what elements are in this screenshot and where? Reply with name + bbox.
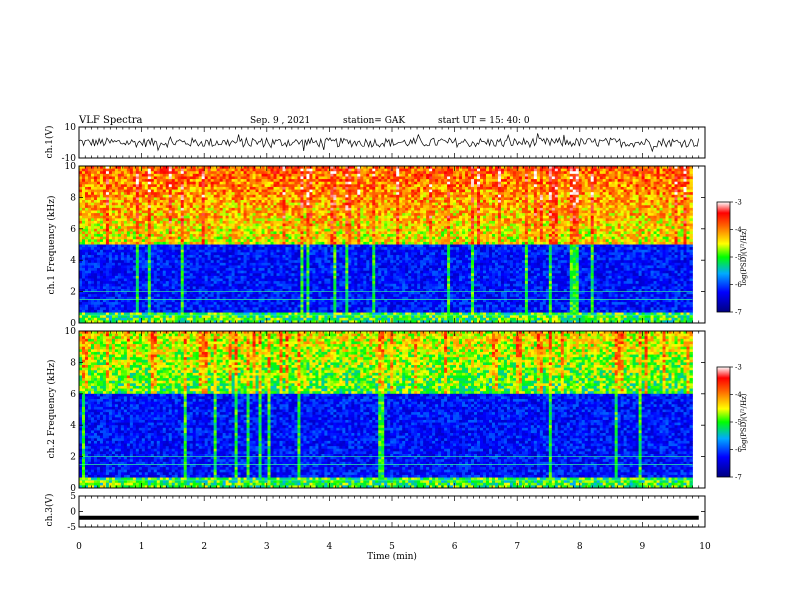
ch2-colorbar: log(PSD)(V²/Hz) -3-4-5-6-7 bbox=[717, 364, 748, 482]
date-label: Sep. 9 , 2021 bbox=[250, 116, 310, 126]
ch2-spectrogram-image bbox=[79, 331, 693, 488]
ch2-colorbar-gradient bbox=[717, 367, 730, 477]
chart-title: VLF Spectra bbox=[78, 115, 143, 126]
x-tick-label: 5 bbox=[389, 542, 395, 552]
ch2-spectrogram-ytick-label: 4 bbox=[70, 421, 76, 431]
ch2-spectrogram-ylabel: ch.2 Frequency (kHz) bbox=[46, 360, 57, 459]
ch1-spectrogram-ytick-label: 6 bbox=[70, 225, 76, 235]
colorbar-tick-label: -7 bbox=[735, 474, 742, 482]
ch2-spectrogram-ytick-label: 8 bbox=[70, 358, 76, 368]
colorbar-tick-label: -5 bbox=[735, 419, 742, 427]
ch1-spectrogram-ytick-label: 8 bbox=[70, 193, 76, 203]
ch2-spectrogram-ytick-label: 10 bbox=[65, 327, 77, 337]
colorbar-tick-label: -6 bbox=[735, 281, 742, 289]
x-tick-label: 2 bbox=[201, 542, 207, 552]
ch1-waveform-panel: 10-10 bbox=[62, 123, 706, 164]
colorbar-tick-label: -5 bbox=[735, 254, 742, 262]
ch1-trace bbox=[79, 133, 699, 151]
ch1-colorbar-gradient bbox=[717, 202, 730, 312]
ch3-ylabel: ch.3(V) bbox=[44, 494, 55, 527]
x-tick-label: 3 bbox=[264, 542, 270, 552]
ch1-spectrogram-ytick-label: 4 bbox=[70, 256, 76, 266]
x-tick-label: 10 bbox=[699, 542, 711, 552]
ch1-ylabel: ch.1(V) bbox=[44, 126, 55, 159]
x-axis-label: Time (min) bbox=[367, 551, 417, 562]
colorbar-tick-label: -3 bbox=[735, 199, 742, 207]
colorbar-tick-label: -7 bbox=[735, 309, 742, 317]
colorbar-tick-label: -6 bbox=[735, 446, 742, 454]
start-time-label: start UT = 15: 40: 0 bbox=[438, 116, 530, 126]
ch2-spectrogram-ytick-label: 2 bbox=[70, 453, 76, 463]
ch3-waveform-ytick-label: 5 bbox=[70, 492, 76, 502]
x-tick-label: 7 bbox=[514, 542, 520, 552]
time-axis: 0 1 2 3 4 5 6 7 8 9 10 bbox=[76, 542, 711, 552]
x-tick-label: 6 bbox=[452, 542, 458, 552]
colorbar-tick-label: -3 bbox=[735, 364, 742, 372]
colorbar-tick-label: -4 bbox=[735, 226, 742, 234]
ch1-waveform-ytick-label: 10 bbox=[65, 123, 77, 133]
ch3-waveform-panel: 5 0 -5 bbox=[67, 492, 705, 533]
x-tick-label: 8 bbox=[577, 542, 583, 552]
x-tick-label: 0 bbox=[76, 542, 82, 552]
x-tick-label: 4 bbox=[327, 542, 333, 552]
x-tick-label: 1 bbox=[139, 542, 145, 552]
x-tick-label: 9 bbox=[640, 542, 646, 552]
ch3-waveform-ytick-label: -5 bbox=[67, 523, 76, 533]
ch1-spectrogram-ytick-label: 10 bbox=[65, 162, 77, 172]
ch1-spectrogram-ytick-label: 2 bbox=[70, 288, 76, 298]
ch1-spectrogram-ylabel: ch.1 Frequency (kHz) bbox=[46, 196, 57, 295]
colorbar-tick-label: -4 bbox=[735, 391, 742, 399]
ch2-spectrogram-ytick-label: 6 bbox=[70, 390, 76, 400]
ch3-waveform-ytick-label: 0 bbox=[70, 508, 76, 518]
station-label: station= GAK bbox=[343, 116, 405, 126]
ch1-colorbar: log(PSD)(V²/Hz) -3-4-5-6-7 bbox=[717, 199, 748, 317]
ch1-spectrogram-image bbox=[79, 166, 693, 323]
